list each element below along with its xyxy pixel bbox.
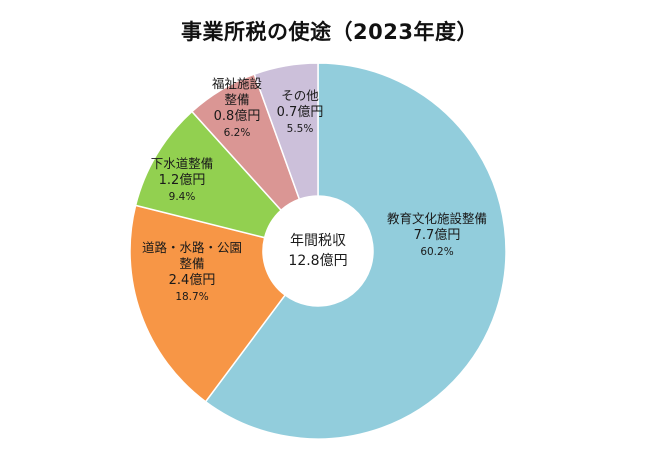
- slice-value: 7.7億円: [414, 227, 461, 243]
- slice-label: 道路・水路・公園: [142, 240, 242, 255]
- center-value: 12.8億円: [288, 253, 347, 269]
- slice-percent: 6.2%: [224, 127, 251, 139]
- slice-value: 2.4億円: [169, 272, 216, 288]
- slice-label: 整備: [179, 256, 204, 271]
- center-label: 年間税収: [290, 233, 346, 249]
- chart-title: 事業所税の使途（2023年度）: [181, 20, 478, 44]
- donut-slice: [253, 62, 319, 201]
- slice-percent: 5.5%: [287, 123, 314, 135]
- slice-label: 下水道整備: [151, 156, 214, 171]
- donut-slice: [129, 204, 287, 403]
- slice-percent: 9.4%: [169, 191, 196, 203]
- slice-value: 1.2億円: [159, 172, 206, 188]
- slice-value: 0.8億円: [214, 108, 261, 124]
- slice-value: 0.7億円: [277, 104, 324, 120]
- slice-percent: 18.7%: [175, 291, 208, 303]
- slice-label: 整備: [224, 92, 249, 107]
- slice-label: 福祉施設: [212, 76, 263, 91]
- slice-label: 教育文化施設整備: [387, 211, 487, 226]
- donut-slice: [204, 62, 507, 440]
- slice-label: その他: [281, 88, 319, 103]
- slice-percent: 60.2%: [420, 246, 453, 258]
